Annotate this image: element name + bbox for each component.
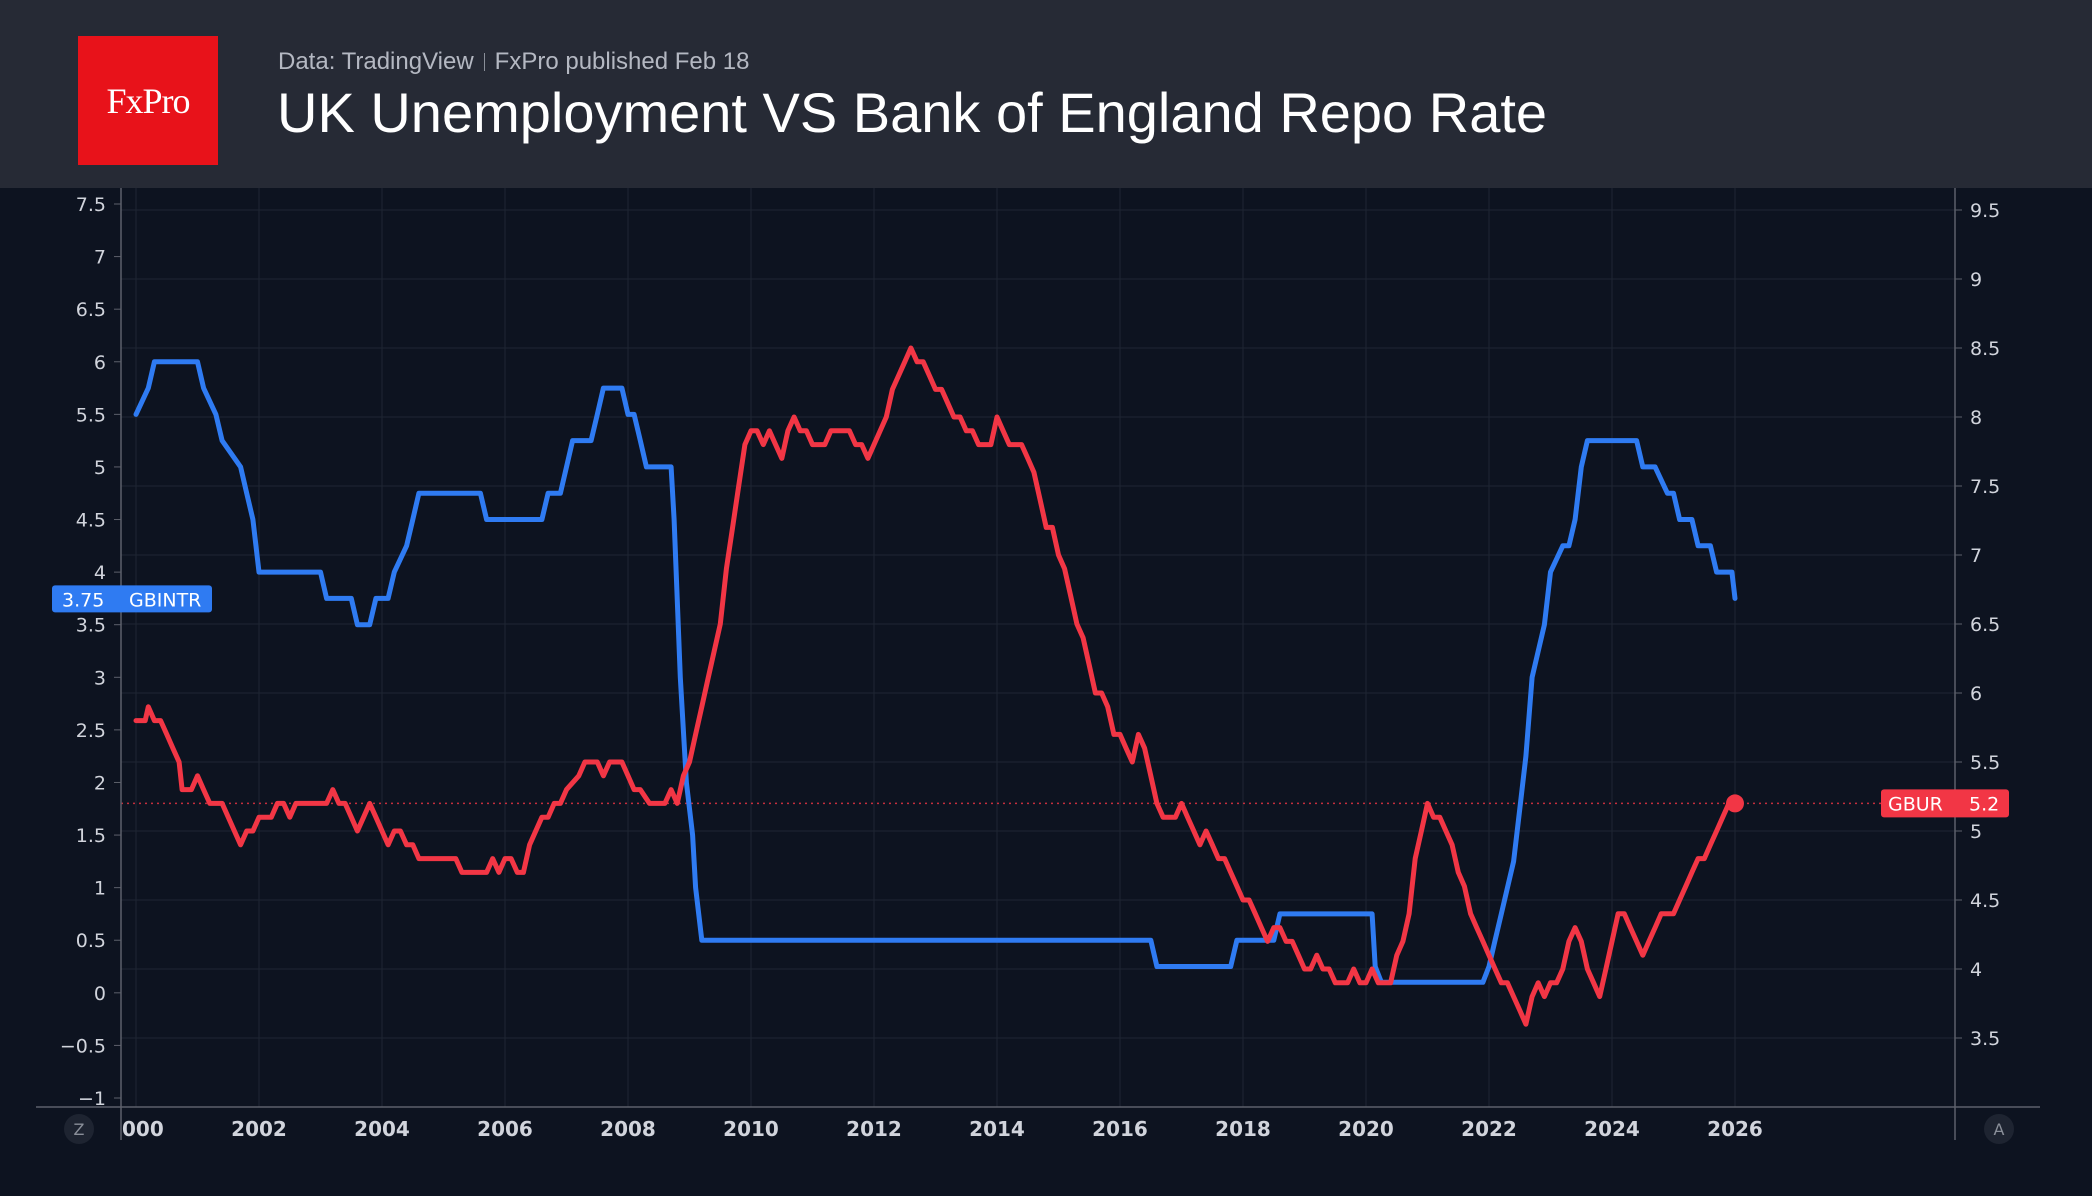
z-button-label: Z — [74, 1120, 85, 1139]
header-bar: FxPro Data: TradingView FxPro published F… — [0, 0, 2092, 188]
x-tick-label: 2012 — [846, 1117, 902, 1141]
meta-separator — [483, 53, 485, 71]
right-tick-label: 5.5 — [1970, 752, 2000, 774]
x-tick-label: 2010 — [723, 1117, 779, 1141]
chart-title: UK Unemployment VS Bank of England Repo … — [277, 81, 1548, 144]
left-tick-label: 2 — [94, 772, 106, 794]
left-tick-label: 5 — [94, 457, 106, 479]
left-tick-label: 0.5 — [76, 930, 106, 952]
right-tick-label: 6.5 — [1970, 614, 2000, 636]
left-tick-label: 4 — [94, 562, 106, 584]
left-tick-label: 5.5 — [76, 404, 106, 426]
gbur-value: 5.2 — [1969, 793, 1999, 815]
left-tick-label: 6.5 — [76, 299, 106, 321]
right-tick-label: 5 — [1970, 821, 1982, 843]
right-tick-label: 8.5 — [1970, 338, 2000, 360]
series-layer — [133, 345, 1744, 1027]
left-tick-label: 4.5 — [76, 510, 106, 532]
axes: 000 2002 2004 2006 2008 2010 2012 2014 2016 2018 2… — [36, 188, 2040, 1144]
right-tick-label: 9.5 — [1970, 200, 2000, 222]
x-tick-label: 000 — [122, 1117, 164, 1141]
right-tick-label: 9 — [1970, 269, 1982, 291]
left-tick-label: 3.5 — [76, 615, 106, 637]
left-tick-label: 6 — [94, 352, 106, 374]
left-tick-label: 1.5 — [76, 825, 106, 847]
right-tick-label: 3.5 — [1970, 1028, 2000, 1050]
right-tick-label: 7 — [1970, 545, 1982, 567]
x-tick-label: 2016 — [1092, 1117, 1148, 1141]
x-tick-label: 2022 — [1461, 1117, 1517, 1141]
left-tick-label: 7 — [94, 247, 106, 269]
left-tick-label: −1 — [78, 1088, 106, 1110]
x-tick-label: 2018 — [1215, 1117, 1271, 1141]
z-button[interactable] — [64, 1114, 94, 1144]
left-tick-label: 7.5 — [76, 194, 106, 216]
left-tick-label: 1 — [94, 878, 106, 900]
x-tick-label: 2026 — [1707, 1117, 1763, 1141]
fxpro-logo: FxPro — [78, 36, 218, 165]
x-tick-label: 2002 — [231, 1117, 287, 1141]
left-tick-label: −0.5 — [60, 1035, 106, 1057]
chart-meta: Data: TradingView FxPro published Feb 18 — [278, 48, 749, 76]
gbur-last-point[interactable] — [1726, 794, 1744, 813]
a-button[interactable] — [1984, 1114, 2014, 1144]
x-tick-label: 2014 — [969, 1117, 1025, 1141]
gbur-badge — [1881, 789, 2009, 818]
left-tick-label: 0 — [94, 983, 106, 1005]
right-tick-label: 7.5 — [1970, 476, 2000, 498]
grid — [121, 188, 1955, 1107]
value-labels: 3.75 GBINTR GBUR 5.2 — [52, 585, 2009, 818]
left-tick-label: 3 — [94, 667, 106, 689]
right-tick-label: 6 — [1970, 683, 1982, 705]
a-button-label: A — [1994, 1120, 2005, 1139]
data-source: Data: TradingView — [278, 48, 474, 75]
series-line-gbur[interactable] — [133, 345, 1738, 1027]
gbur-name: GBUR — [1888, 793, 1943, 815]
x-tick-label: 2008 — [600, 1117, 656, 1141]
x-tick-label: 2006 — [477, 1117, 533, 1141]
x-tick-label: 2024 — [1584, 1117, 1640, 1141]
series-line-gbintr[interactable] — [133, 359, 1738, 985]
published-info: FxPro published Feb 18 — [494, 48, 750, 75]
x-tick-label: 2020 — [1338, 1117, 1394, 1141]
left-tick-label: 2.5 — [76, 720, 106, 742]
right-tick-label: 4.5 — [1970, 890, 2000, 912]
gbintr-badge — [52, 585, 212, 613]
gbintr-value: 3.75 — [62, 589, 104, 611]
right-tick-label: 4 — [1970, 959, 1982, 981]
x-tick-label: 2004 — [354, 1117, 410, 1141]
right-tick-label: 8 — [1970, 407, 1982, 429]
gbintr-name: GBINTR — [129, 589, 201, 611]
